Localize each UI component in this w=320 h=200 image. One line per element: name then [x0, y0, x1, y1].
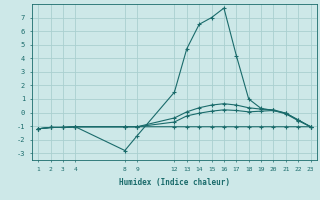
X-axis label: Humidex (Indice chaleur): Humidex (Indice chaleur)	[119, 178, 230, 186]
